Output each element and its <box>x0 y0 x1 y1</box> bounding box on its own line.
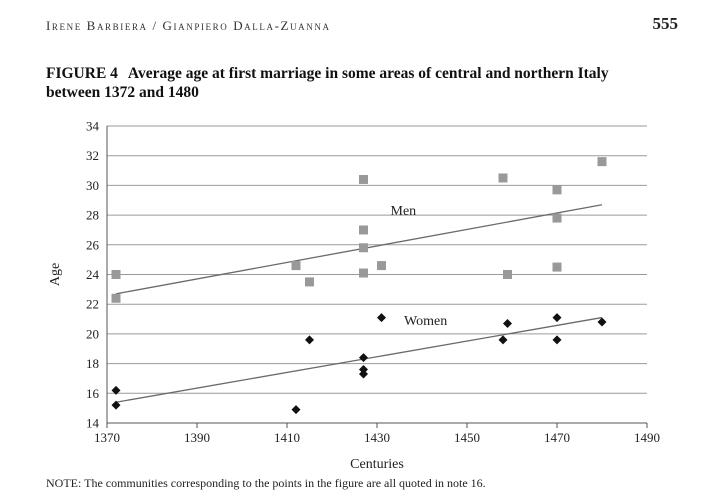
x-tick-label: 1490 <box>634 430 660 445</box>
women-data-point <box>597 317 607 327</box>
x-tick-label: 1390 <box>184 430 210 445</box>
men-data-point <box>552 262 562 272</box>
y-tick-label: 20 <box>86 326 99 341</box>
series-annotation-men: Men <box>391 204 417 219</box>
x-tick-label: 1450 <box>454 430 480 445</box>
figure-title-text: Average age at first marriage in some ar… <box>46 65 609 101</box>
women-data-point <box>377 313 386 323</box>
page-number: 555 <box>652 14 679 33</box>
men-data-point <box>552 185 562 195</box>
x-tick-label: 1370 <box>94 430 120 445</box>
y-tick-label: 26 <box>86 237 100 252</box>
men-data-point <box>503 270 512 279</box>
y-tick-label: 32 <box>86 148 99 163</box>
series-annotation-women: Women <box>404 314 447 329</box>
women-data-point <box>552 335 562 345</box>
men-data-point <box>552 213 562 223</box>
men-data-point <box>111 270 121 279</box>
y-tick-label: 30 <box>86 178 99 193</box>
women-data-point <box>305 335 314 345</box>
figure-title: FIGURE 4 Average age at first marriage in… <box>46 64 646 102</box>
y-tick-label: 14 <box>86 416 100 431</box>
y-tick-label: 16 <box>86 386 100 401</box>
men-data-point <box>377 261 386 271</box>
y-tick-label: 18 <box>86 356 99 371</box>
women-data-point <box>291 405 301 415</box>
y-tick-label: 22 <box>86 297 99 312</box>
figure-note: NOTE: The communities corresponding to t… <box>46 476 486 490</box>
men-data-point <box>597 157 607 167</box>
women-data-point <box>552 313 562 323</box>
x-tick-label: 1410 <box>274 430 300 445</box>
women-data-point <box>359 369 368 379</box>
x-tick-label: 1430 <box>364 430 390 445</box>
men-data-point <box>305 277 314 287</box>
men-data-point <box>359 243 368 253</box>
y-tick-label: 24 <box>86 267 100 282</box>
y-axis-label: Age <box>48 263 63 286</box>
women-trend-line <box>115 316 603 403</box>
women-data-point <box>111 400 121 410</box>
x-tick-label: 1470 <box>544 430 570 445</box>
men-data-point <box>359 225 368 235</box>
men-data-point <box>359 268 368 278</box>
women-data-point <box>359 353 368 363</box>
x-axis-label: Centuries <box>350 457 404 472</box>
running-head: Irene Barbiera / Gianpiero Dalla-Zuanna <box>46 18 331 33</box>
women-data-point <box>111 385 121 395</box>
figure-label: FIGURE 4 <box>46 65 118 82</box>
men-data-point <box>498 173 508 183</box>
women-data-point <box>503 319 512 329</box>
men-data-point <box>111 293 121 303</box>
men-data-point <box>359 174 368 184</box>
y-tick-label: 34 <box>86 119 100 134</box>
men-data-point <box>291 261 301 271</box>
women-data-point <box>498 335 508 345</box>
y-tick-label: 28 <box>86 208 99 223</box>
